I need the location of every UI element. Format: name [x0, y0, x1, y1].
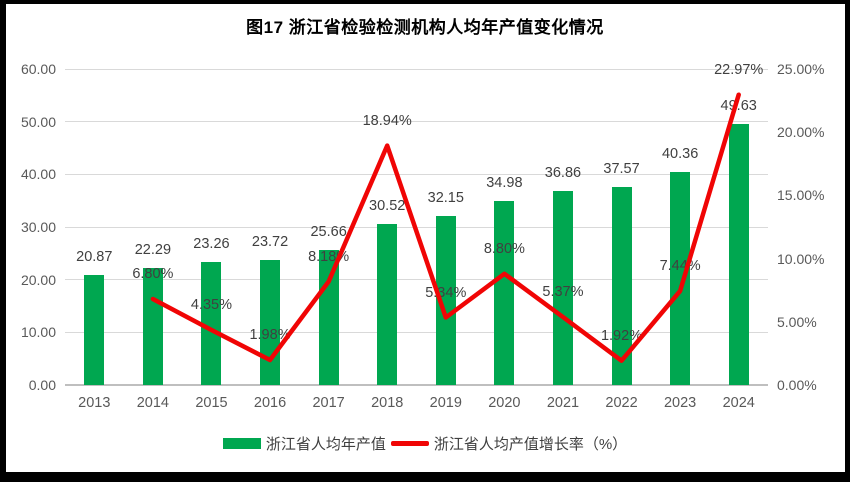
bar	[494, 200, 515, 385]
line-value-label: 18.94%	[362, 112, 412, 129]
y-axis-tick-label: 30.00	[20, 219, 56, 235]
y-axis-tick-label: 0.00	[28, 377, 56, 393]
y-axis-tick-label: 60.00	[20, 61, 56, 77]
legend: 浙江省人均年产值 浙江省人均产值增长率（%）	[0, 433, 850, 453]
y2-axis-tick-label: 15.00%	[777, 187, 825, 204]
line-value-label: 4.35%	[190, 297, 233, 314]
x-axis-line	[65, 384, 768, 386]
grid-line	[65, 226, 768, 228]
bar	[728, 123, 749, 385]
line-value-label: 5.37%	[542, 284, 584, 301]
grid-line	[65, 331, 768, 333]
y2-axis-tick-label: 5.00%	[777, 313, 817, 330]
x-axis-year-label: 2019	[429, 395, 462, 411]
x-axis-year-label: 2024	[722, 395, 755, 411]
line-value-label: 8.18%	[308, 248, 350, 265]
bar	[260, 260, 281, 385]
line-value-label: 6.80%	[132, 266, 174, 283]
bar-value-label: 49.63	[720, 97, 757, 114]
line-value-label: 8.80%	[483, 240, 525, 257]
x-axis-year-label: 2017	[312, 395, 345, 411]
x-axis-year-label: 2022	[605, 395, 638, 411]
x-axis-year-label: 2020	[488, 395, 521, 411]
line-value-label: 22.97%	[714, 61, 764, 78]
legend-line-label: 浙江省人均产值增长率（%）	[433, 435, 628, 453]
line-value-label: 7.44%	[659, 257, 701, 274]
y2-axis-tick-label: 10.00%	[777, 250, 825, 267]
grid-line	[65, 68, 768, 70]
bar	[377, 224, 398, 385]
line-value-label: 1.92%	[600, 327, 643, 344]
bar	[318, 249, 339, 385]
y-axis-tick-label: 20.00	[20, 271, 56, 288]
x-axis-year-label: 2018	[371, 395, 404, 411]
bar	[201, 262, 222, 385]
bar	[84, 275, 105, 385]
x-axis-year-label: 2023	[663, 395, 697, 411]
y-axis-tick-label: 10.00	[20, 324, 56, 341]
bar	[611, 187, 632, 385]
bar	[670, 172, 691, 385]
x-axis-year-label: 2015	[195, 395, 228, 411]
chart-title: 图17 浙江省检验检测机构人均年产值变化情况	[246, 18, 604, 37]
legend-line-swatch-icon	[390, 440, 429, 446]
legend-bar-label: 浙江省人均年产值	[265, 435, 386, 453]
y-axis-tick-label: 40.00	[20, 166, 56, 183]
bar-value-label: 20.87	[76, 249, 113, 266]
x-axis-year-label: 2014	[136, 395, 169, 411]
bar-value-label: 25.66	[310, 223, 347, 240]
legend-bar-swatch-icon	[222, 437, 261, 449]
y-axis-tick-label: 50.00	[20, 113, 56, 130]
y2-axis-tick-label: 20.00%	[777, 124, 825, 141]
y2-axis-tick-label: 25.00%	[777, 61, 825, 77]
line-value-label: 1.98%	[249, 326, 291, 343]
grid-line	[65, 173, 768, 175]
x-axis-year-label: 2021	[546, 395, 580, 411]
x-axis-year-label: 2016	[253, 395, 287, 411]
bar-value-label: 40.36	[661, 146, 699, 163]
line-value-label: 5.34%	[425, 284, 467, 301]
y2-axis-tick-label: 0.00%	[777, 377, 817, 393]
x-axis-year-label: 2013	[78, 395, 111, 411]
bar	[142, 267, 163, 385]
